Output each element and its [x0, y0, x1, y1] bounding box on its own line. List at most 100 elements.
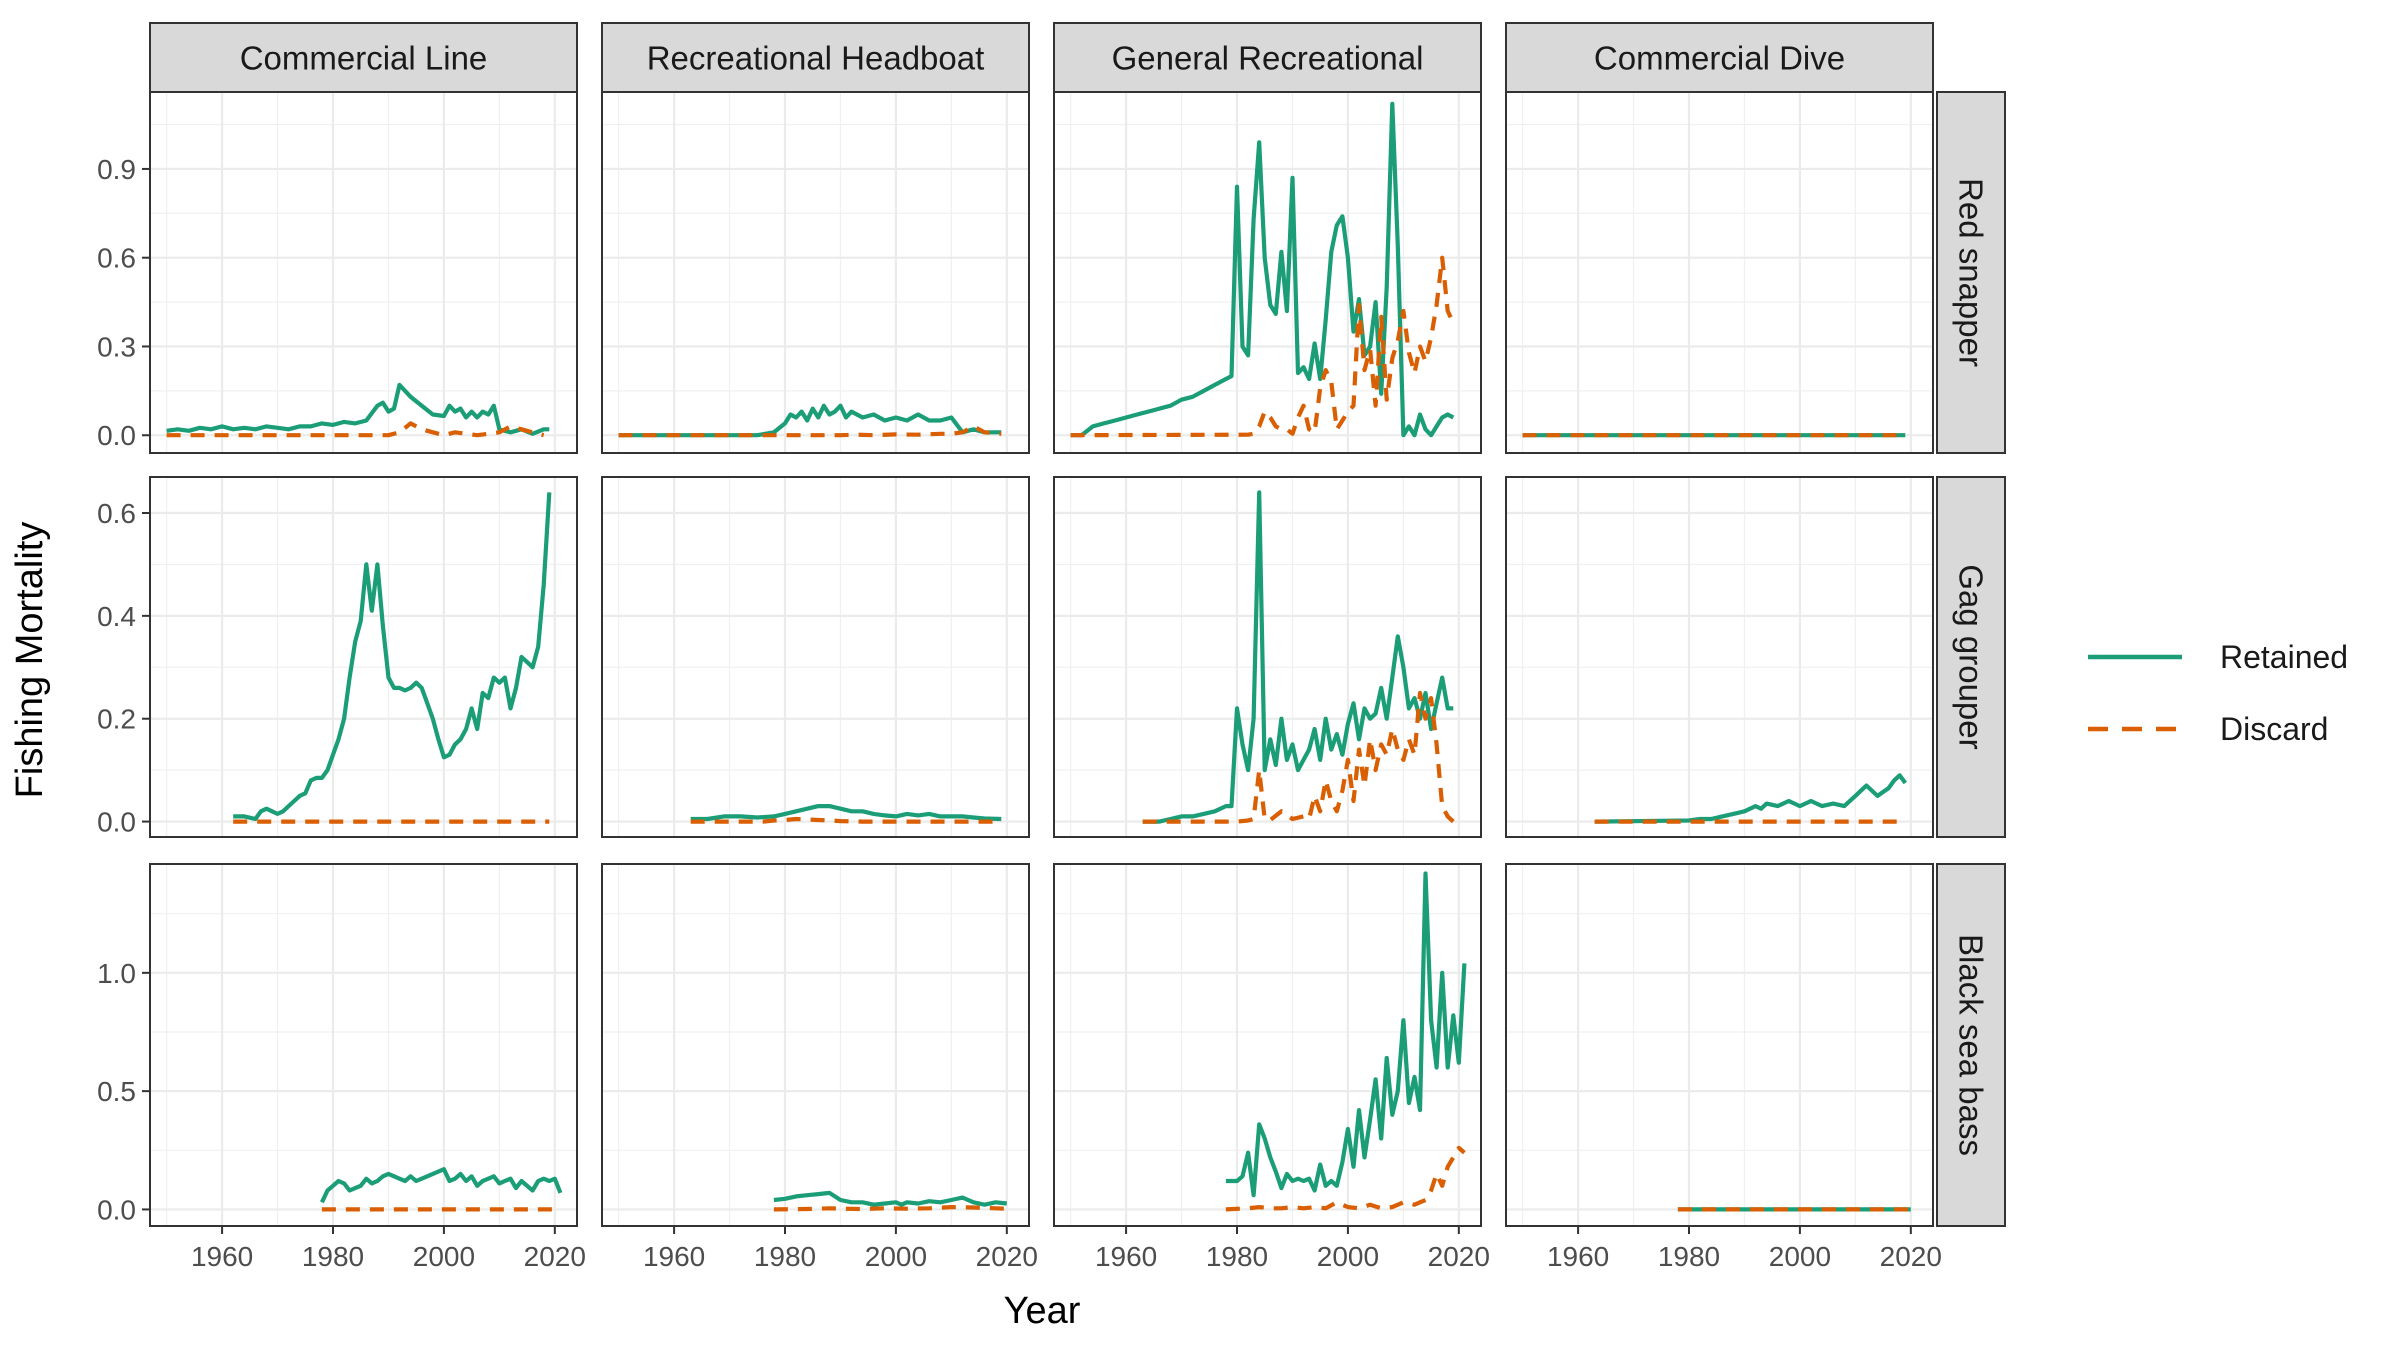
- y-tick-label: 0.0: [97, 420, 136, 451]
- panel-black-sea-bass-commercial-line: [149, 863, 578, 1227]
- strip-general-recreational: General Recreational: [1053, 22, 1482, 93]
- panel-background: [150, 92, 577, 453]
- panel-border: [601, 476, 1030, 838]
- x-axis-title: Year: [1004, 1290, 1081, 1332]
- series-retained-line: [1070, 101, 1455, 438]
- x-tick-label: 1960: [1095, 1241, 1157, 1272]
- strip-background: [1936, 91, 2006, 454]
- panel-gag-grouper-general-recreational: [1053, 476, 1482, 838]
- series-retained-line: [690, 803, 1002, 822]
- panel-gag-grouper-recreational-headboat: [601, 476, 1030, 838]
- panel-border: [149, 476, 578, 838]
- panel-red-snapper-recreational-headboat: [601, 91, 1030, 454]
- panel-red-snapper-commercial-dive: [1505, 91, 1934, 454]
- panel-background: [1054, 477, 1481, 837]
- panel-background: [602, 477, 1029, 837]
- series-retained-line: [1594, 773, 1907, 824]
- strip-red-snapper: Red snapper: [1936, 91, 2006, 454]
- panel-background: [1054, 864, 1481, 1226]
- strip-black-sea-bass: Black sea bass: [1936, 863, 2006, 1227]
- facet-panels: [149, 91, 1934, 1227]
- x-tick-label: 1980: [1658, 1241, 1720, 1272]
- legend-label: Discard: [2220, 711, 2328, 747]
- species-strips: Red snapper Gag grouper Black sea bass: [1936, 91, 2006, 1227]
- series-discard-line: [690, 816, 1002, 824]
- x-tick-label: 2000: [413, 1241, 475, 1272]
- strip-background: [1053, 22, 1482, 93]
- strip-commercial-line: Commercial Line: [149, 22, 578, 93]
- strip-label: General Recreational: [1112, 40, 1424, 77]
- strip-gag-grouper: Gag grouper: [1936, 476, 2006, 838]
- x-tick-label: 2020: [1428, 1241, 1490, 1272]
- strip-background: [149, 22, 578, 93]
- panel-background: [150, 864, 577, 1226]
- panel-border: [1053, 476, 1482, 838]
- y-tick-label: 0.2: [97, 704, 136, 735]
- panel-black-sea-bass-general-recreational: [1053, 863, 1482, 1227]
- strip-background: [1936, 863, 2006, 1227]
- x-tick-label: 1980: [1206, 1241, 1268, 1272]
- panel-border: [1053, 863, 1482, 1227]
- series-discard-line: [773, 1204, 1007, 1212]
- x-tick-label: 2020: [524, 1241, 586, 1272]
- y-axes: 0.0 0.3 0.6 0.9 0.0 0.2 0.4 0.6 0.0 0.5 1.0: [97, 154, 150, 1225]
- strip-label: Gag grouper: [1953, 564, 1990, 749]
- strip-background: [601, 22, 1030, 93]
- x-tick-label: 1960: [1547, 1241, 1609, 1272]
- panel-background: [602, 864, 1029, 1226]
- panel-gag-grouper-commercial-dive: [1505, 476, 1934, 838]
- legend-item-retained: Retained: [2088, 639, 2348, 675]
- strip-commercial-dive: Commercial Dive: [1505, 22, 1934, 93]
- panel-red-snapper-general-recreational: [1053, 91, 1482, 454]
- series-discard-line: [166, 421, 545, 438]
- x-tick-label: 1960: [643, 1241, 705, 1272]
- strip-label: Commercial Line: [240, 40, 488, 77]
- series-retained-line: [233, 492, 552, 822]
- series-retained-line: [166, 382, 550, 436]
- x-tick-label: 2000: [1317, 1241, 1379, 1272]
- x-axes: 1960 1980 2000 2020 1960 1980 2000 2020 1960 1980…: [191, 1226, 1942, 1272]
- y-tick-label: 0.3: [97, 331, 136, 362]
- y-tick-label: 0.0: [97, 807, 136, 838]
- panel-background: [1506, 477, 1933, 837]
- strip-recreational-headboat: Recreational Headboat: [601, 22, 1030, 93]
- x-tick-label: 2000: [1769, 1241, 1831, 1272]
- y-tick-label: 0.0: [97, 1194, 136, 1225]
- legend: Retained Discard: [2088, 639, 2348, 747]
- x-tick-label: 2020: [976, 1241, 1038, 1272]
- panel-border: [149, 863, 578, 1227]
- panel-border: [1505, 863, 1934, 1227]
- x-tick-label: 2020: [1880, 1241, 1942, 1272]
- series-retained-line: [773, 1190, 1008, 1207]
- y-tick-label: 0.6: [97, 243, 136, 274]
- y-tick-label: 0.4: [97, 601, 136, 632]
- strip-label: Commercial Dive: [1594, 40, 1845, 77]
- y-axis-title: Fishing Mortality: [9, 522, 51, 799]
- panel-gag-grouper-commercial-line: [149, 476, 578, 838]
- x-tick-label: 1980: [754, 1241, 816, 1272]
- series-discard-line: [1142, 690, 1455, 824]
- y-tick-label: 0.6: [97, 498, 136, 529]
- series-retained-line: [1142, 490, 1454, 824]
- panel-black-sea-bass-commercial-dive: [1505, 863, 1934, 1227]
- strip-background: [1936, 476, 2006, 838]
- fleet-strips: Commercial Line Recreational Headboat Gene…: [149, 22, 1934, 93]
- x-tick-label: 1980: [302, 1241, 364, 1272]
- series-discard-line: [1225, 1145, 1466, 1212]
- strip-label: Red snapper: [1953, 178, 1990, 367]
- panel-red-snapper-commercial-line: [149, 91, 578, 454]
- panel-background: [602, 92, 1029, 453]
- y-tick-label: 0.5: [97, 1076, 136, 1107]
- series-retained-line: [618, 403, 1002, 438]
- x-tick-label: 2000: [865, 1241, 927, 1272]
- panel-border: [601, 863, 1030, 1227]
- strip-label: Recreational Headboat: [647, 40, 985, 77]
- panel-background: [1506, 864, 1933, 1226]
- panel-background: [1506, 92, 1933, 453]
- series-retained-line: [1225, 871, 1467, 1198]
- x-tick-label: 1960: [191, 1241, 253, 1272]
- strip-background: [1505, 22, 1934, 93]
- y-tick-label: 1.0: [97, 958, 136, 989]
